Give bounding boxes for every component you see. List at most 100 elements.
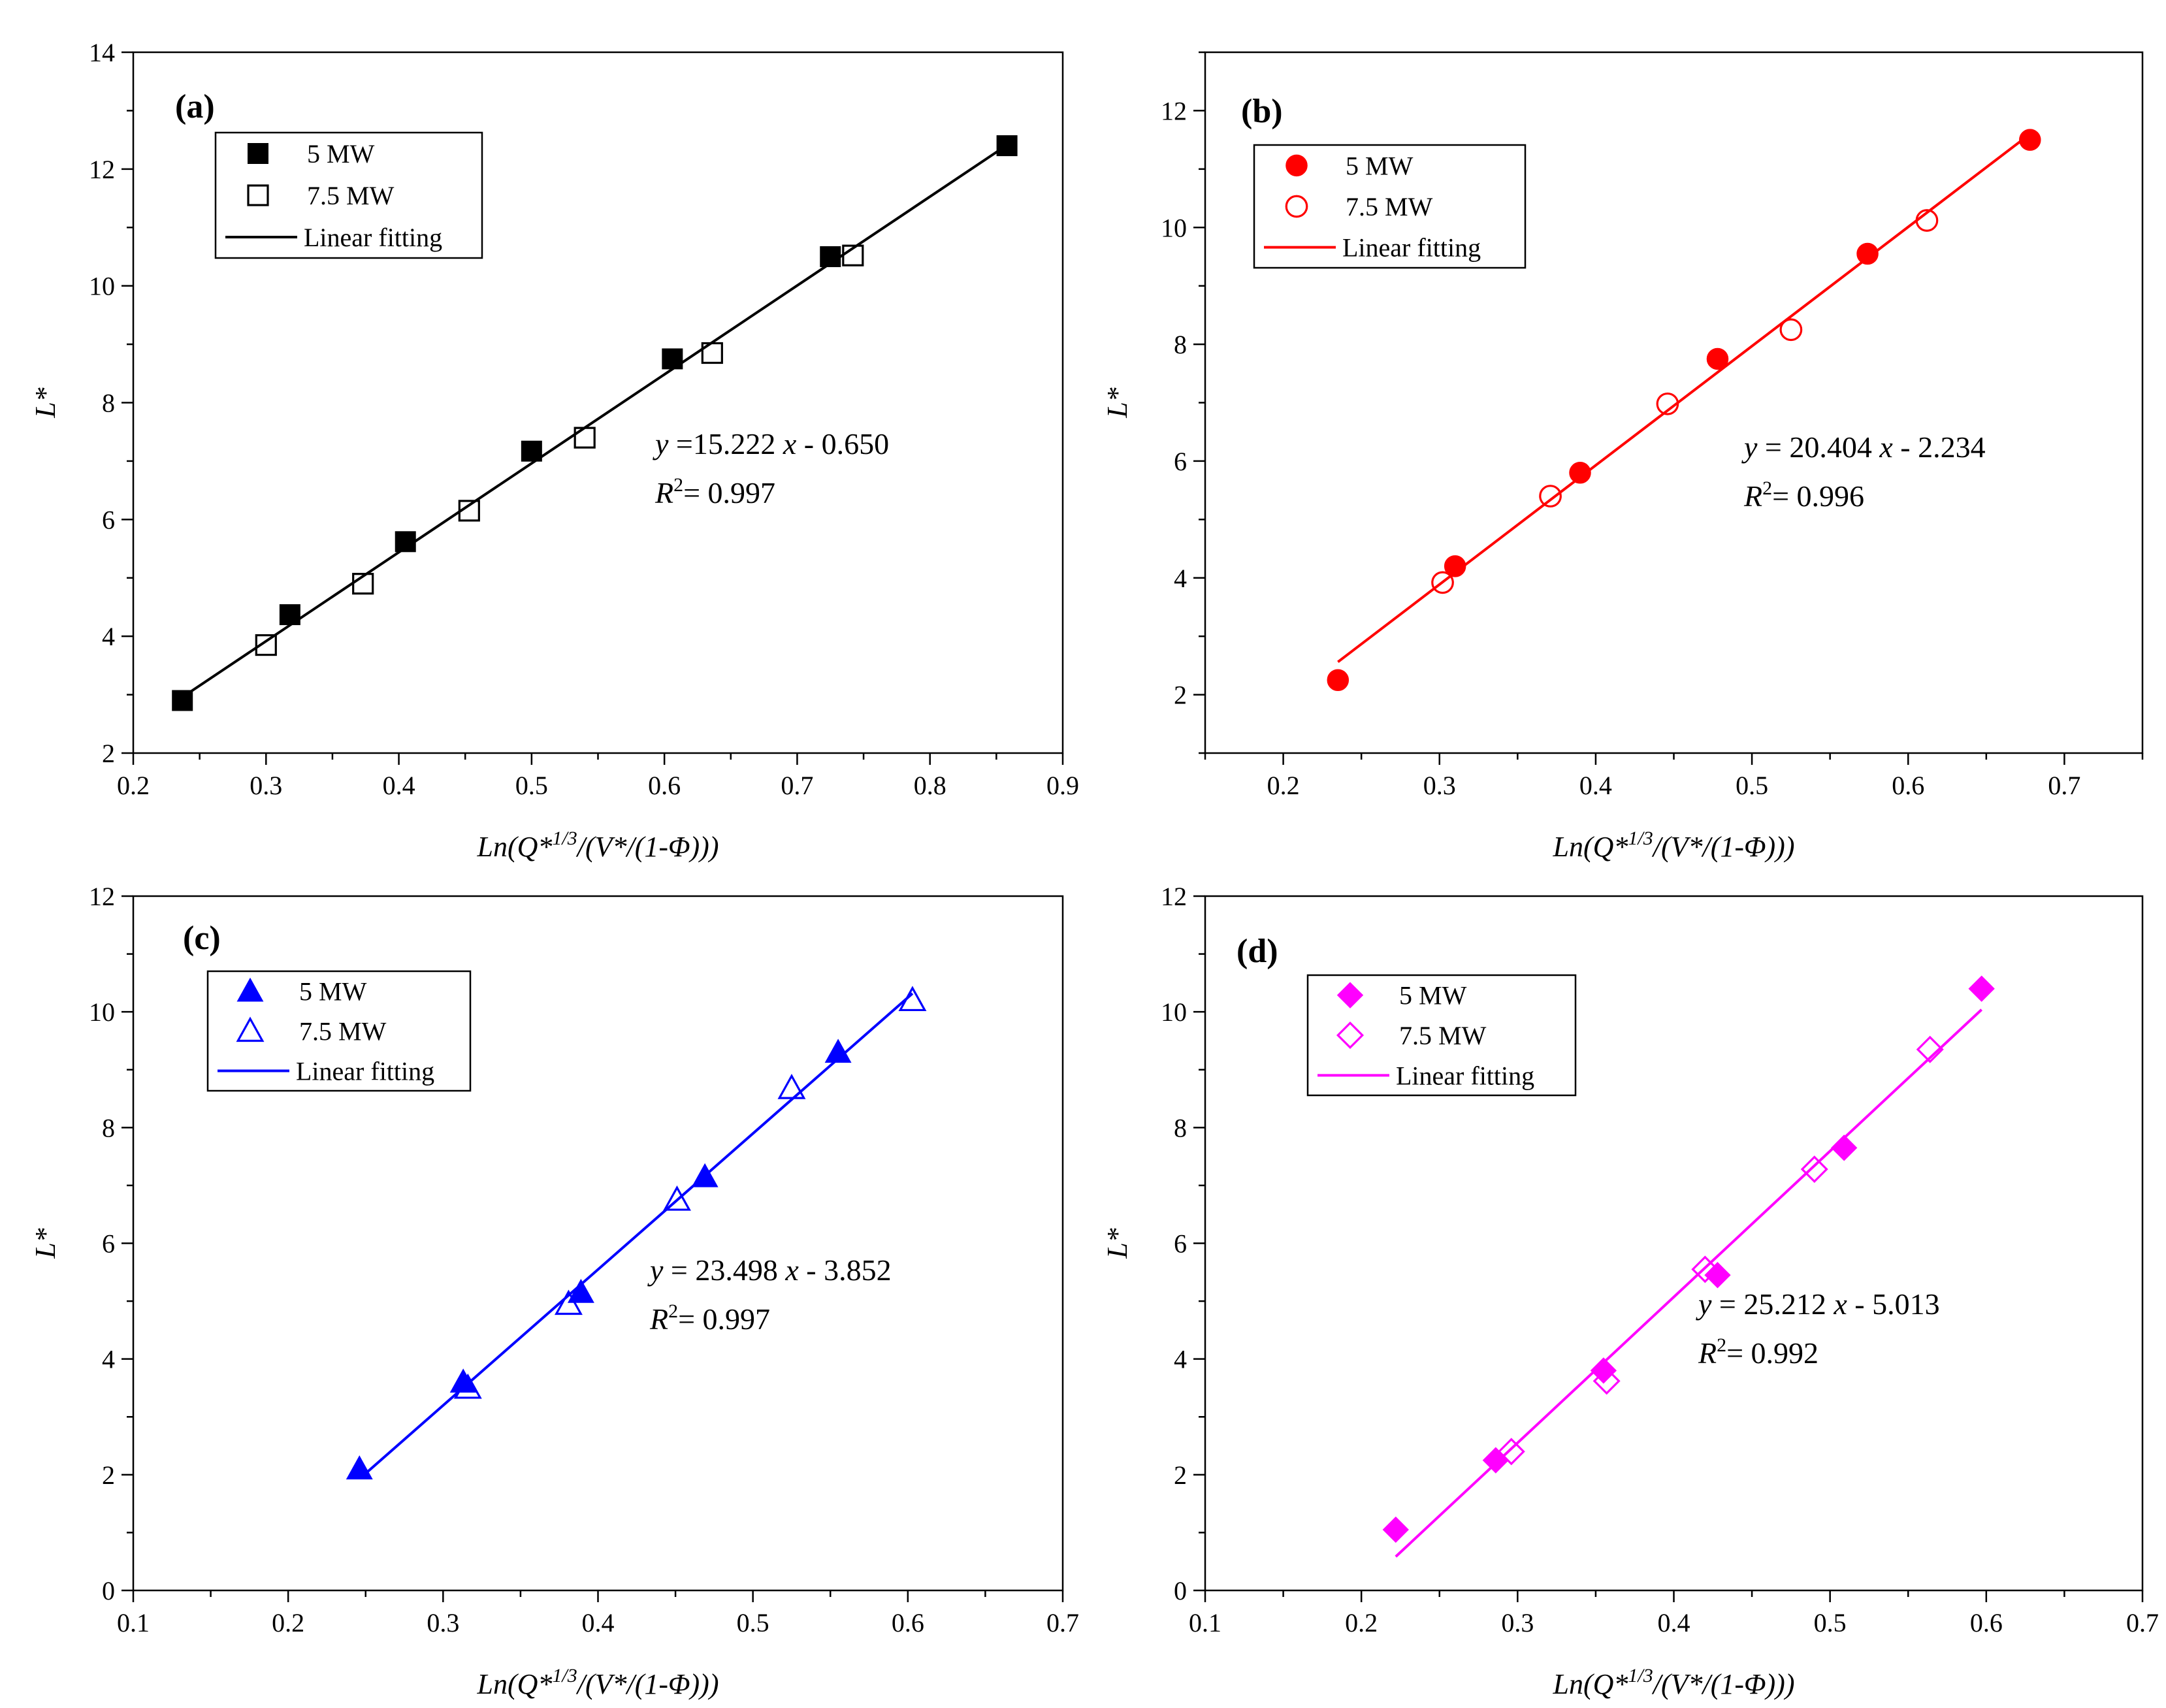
y-tick-label: 2	[1174, 681, 1187, 710]
data-point-7-5mw	[898, 986, 927, 1012]
x-axis-title: Ln(Q*1/3/(V*/(1-Φ)))	[1553, 828, 1795, 863]
x-tick-label: 0.7	[2048, 771, 2080, 800]
x-tick-label: 0.6	[648, 771, 681, 800]
data-point-5mw	[449, 1368, 477, 1393]
x-tick-label: 0.7	[2126, 1608, 2159, 1637]
data-point-5mw	[2019, 129, 2041, 151]
fit-equation: y =15.222 x - 0.650	[653, 427, 889, 460]
data-point-5mw	[1831, 1135, 1858, 1161]
legend-symbol-7-5mw	[1336, 1021, 1365, 1050]
chart-panel-c: 0.1 0.2 0.3 0.4 0.5 0.6 0.7 0 2 4 6 8 10 12 Ln(Q*1/3/(…	[29, 882, 1079, 1700]
x-tick-label: 0.5	[1736, 771, 1768, 800]
data-point-5mw	[1968, 975, 1995, 1002]
x-tick-label: 0.3	[1501, 1608, 1534, 1637]
y-tick-label: 12	[1161, 882, 1187, 911]
x-tick-label: 0.5	[1814, 1608, 1847, 1637]
x-axis-title: Ln(Q*1/3/(V*/(1-Φ)))	[477, 1665, 719, 1700]
x-tick-label: 0.3	[250, 771, 282, 800]
data-point-7-5mw	[777, 1074, 806, 1099]
legend-symbol-7-5mw	[1285, 195, 1308, 218]
r-squared: R2= 0.992	[1698, 1334, 1818, 1370]
data-point-7-5mw	[458, 500, 480, 522]
x-axis-title: Ln(Q*1/3/(V*/(1-Φ)))	[1553, 1665, 1795, 1700]
data-point-5mw	[662, 348, 683, 370]
y-tick-label: 12	[1161, 96, 1187, 125]
y-tick-label: 12	[89, 882, 115, 911]
y-tick-label: 12	[89, 155, 115, 184]
y-tick-label: 6	[102, 1229, 115, 1259]
y-tick-label: 2	[102, 739, 115, 768]
x-tick-label: 0.7	[781, 771, 813, 800]
data-point-5mw	[1706, 347, 1729, 370]
data-point-5mw	[1569, 462, 1591, 484]
panel-label: (d)	[1237, 933, 1278, 970]
r-squared: R2= 0.997	[655, 474, 775, 509]
y-axis-title: L*	[29, 1228, 61, 1259]
y-tick-label: 10	[1161, 997, 1187, 1027]
legend-label: 5 MW	[307, 139, 375, 169]
r-squared: R2= 0.997	[649, 1300, 770, 1336]
legend: 5 MW 7.5 MW Linear fitting	[1306, 974, 1577, 1097]
fit-equation: y = 20.404 x - 2.234	[1741, 430, 1986, 464]
panel-label: (c)	[183, 920, 221, 957]
x-tick-label: 0.2	[1345, 1608, 1378, 1637]
legend-label: Linear fitting	[1342, 233, 1481, 263]
legend: 5 MW 7.5 MW Linear fitting	[206, 970, 472, 1092]
legend: 5 MW 7.5 MW Linear fitting	[1253, 144, 1527, 269]
y-tick-label: 8	[102, 389, 115, 418]
data-point-7-5mw	[453, 1373, 482, 1399]
panel-label: (b)	[1241, 93, 1283, 130]
data-point-7-5mw	[1779, 318, 1803, 342]
legend-label: 5 MW	[299, 977, 367, 1007]
data-point-5mw	[395, 531, 416, 553]
x-tick-label: 0.6	[1892, 771, 1924, 800]
data-point-5mw	[521, 440, 542, 462]
y-tick-label: 10	[1161, 213, 1187, 242]
legend-symbol-7-5mw	[236, 1016, 265, 1042]
y-tick-label: 6	[1174, 1229, 1187, 1259]
data-point-5mw	[172, 690, 193, 711]
y-tick-label: 10	[89, 272, 115, 301]
fit-line	[182, 144, 1008, 699]
data-point-7-5mw	[1539, 485, 1562, 508]
legend-symbol-5mw	[1285, 154, 1308, 177]
data-point-7-5mw	[1800, 1155, 1828, 1184]
fit-line	[360, 992, 914, 1479]
data-point-5mw	[1704, 1262, 1731, 1289]
chart-panel-a: 0.2 0.3 0.4 0.5 0.6 0.7 0.8 0.9 2 4 6 8 10 12 14 Ln(Q*1…	[29, 38, 1079, 863]
y-tick-label: 0	[1174, 1576, 1187, 1605]
legend-symbol-5mw	[248, 143, 268, 164]
data-point-7-5mw	[1916, 1035, 1944, 1063]
y-axis-title: L*	[1101, 387, 1133, 418]
y-tick-label: 6	[102, 505, 115, 534]
data-point-5mw	[279, 604, 300, 626]
legend-label: Linear fitting	[304, 223, 442, 252]
x-tick-label: 0.1	[1189, 1608, 1221, 1637]
data-point-7-5mw	[554, 1289, 583, 1315]
panel-label: (a)	[175, 88, 215, 125]
data-point-5mw	[1444, 555, 1466, 577]
x-tick-label: 0.2	[117, 771, 150, 800]
fit-equation: y = 23.498 x - 3.852	[647, 1253, 892, 1287]
x-tick-label: 0.8	[914, 771, 946, 800]
data-point-7-5mw	[1656, 392, 1679, 415]
x-tick-label: 0.5	[737, 1608, 769, 1637]
x-tick-label: 0.9	[1046, 771, 1079, 800]
legend-label: 7.5 MW	[1346, 192, 1433, 221]
x-tick-label: 0.6	[1970, 1608, 2003, 1637]
y-tick-label: 8	[1174, 330, 1187, 359]
y-tick-label: 10	[89, 997, 115, 1027]
legend-symbol-7-5mw	[247, 184, 269, 206]
data-point-5mw	[1482, 1447, 1510, 1474]
x-tick-label: 0.2	[272, 1608, 304, 1637]
y-tick-label: 2	[1174, 1460, 1187, 1490]
chart-panel-d: 0.1 0.2 0.3 0.4 0.5 0.6 0.7 0 2 4 6 8 10 12 Ln(Q*1/3/(…	[1101, 882, 2159, 1700]
data-point-5mw	[996, 135, 1018, 157]
r-squared: R2= 0.996	[1743, 477, 1864, 513]
y-tick-label: 0	[102, 1576, 115, 1605]
y-tick-label: 8	[102, 1113, 115, 1142]
data-point-7-5mw	[1431, 571, 1454, 594]
x-tick-label: 0.3	[1423, 771, 1456, 800]
legend: 5 MW 7.5 MW Linear fitting	[214, 131, 483, 259]
x-tick-label: 0.6	[892, 1608, 924, 1637]
